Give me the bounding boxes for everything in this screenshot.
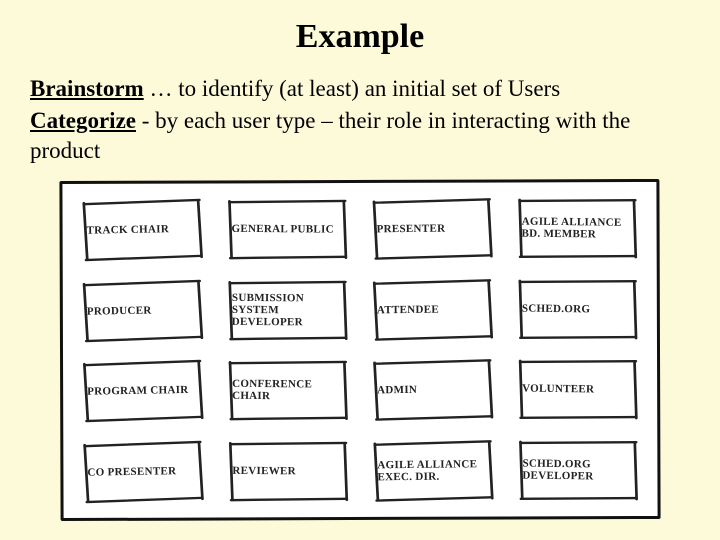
user-card-label: SCHED.ORG	[522, 302, 591, 315]
body-line-2-lead: Categorize	[30, 108, 136, 133]
user-card: ATTENDEE	[371, 276, 495, 342]
user-card-label: AGILE ALLIANCE BD. MEMBER	[521, 215, 632, 241]
user-card-label: SUBMISSION SYSTEM DEVELOPER	[232, 291, 343, 328]
user-card-label: ATTENDEE	[377, 303, 439, 316]
user-card: SCHED.ORG DEVELOPER	[516, 437, 640, 503]
slide-body: Brainstorm … to identify (at least) an i…	[30, 74, 690, 166]
card-board: TRACK CHAIR GENERAL PUBLIC PRESENTER AGI…	[59, 179, 660, 521]
user-card: PRODUCER	[80, 277, 204, 344]
user-card: GENERAL PUBLIC	[225, 196, 348, 261]
user-card: ADMIN	[371, 357, 495, 423]
user-card: REVIEWER	[226, 438, 349, 503]
user-card: SUBMISSION SYSTEM DEVELOPER	[226, 277, 349, 342]
user-card-label: VOLUNTEER	[522, 382, 594, 395]
user-card-label: CO PRESENTER	[87, 465, 176, 479]
user-card-label: REVIEWER	[232, 464, 296, 477]
body-line-1-lead: Brainstorm	[30, 76, 144, 101]
user-card-label: CONFERENCE CHAIR	[232, 378, 343, 403]
user-card: VOLUNTEER	[516, 356, 640, 422]
user-card: AGILE ALLIANCE EXEC. DIR.	[371, 437, 495, 503]
user-card: TRACK CHAIR	[80, 196, 204, 263]
slide: Example Brainstorm … to identify (at lea…	[0, 0, 720, 540]
user-card: CONFERENCE CHAIR	[226, 357, 349, 422]
user-card-label: PRESENTER	[377, 222, 446, 235]
slide-title: Example	[30, 18, 690, 56]
user-card-label: GENERAL PUBLIC	[232, 223, 334, 236]
user-card: PROGRAM CHAIR	[81, 357, 205, 424]
user-card-label: SCHED.ORG DEVELOPER	[522, 457, 633, 483]
body-line-1: Brainstorm … to identify (at least) an i…	[30, 74, 690, 104]
user-card-label: TRACK CHAIR	[86, 223, 169, 237]
user-card-label: PRODUCER	[87, 304, 152, 317]
user-card-label: PROGRAM CHAIR	[87, 384, 189, 398]
user-card: AGILE ALLIANCE BD. MEMBER	[515, 195, 639, 261]
user-card: CO PRESENTER	[81, 438, 205, 505]
body-line-2: Categorize - by each user type – their r…	[30, 106, 690, 166]
user-card: SCHED.ORG	[515, 276, 639, 342]
user-card: PRESENTER	[370, 196, 494, 262]
body-line-1-rest: … to identify (at least) an initial set …	[144, 76, 560, 101]
card-grid: TRACK CHAIR GENERAL PUBLIC PRESENTER AGI…	[80, 196, 639, 504]
user-card-label: AGILE ALLIANCE EXEC. DIR.	[377, 457, 488, 482]
user-card-label: ADMIN	[377, 384, 417, 397]
